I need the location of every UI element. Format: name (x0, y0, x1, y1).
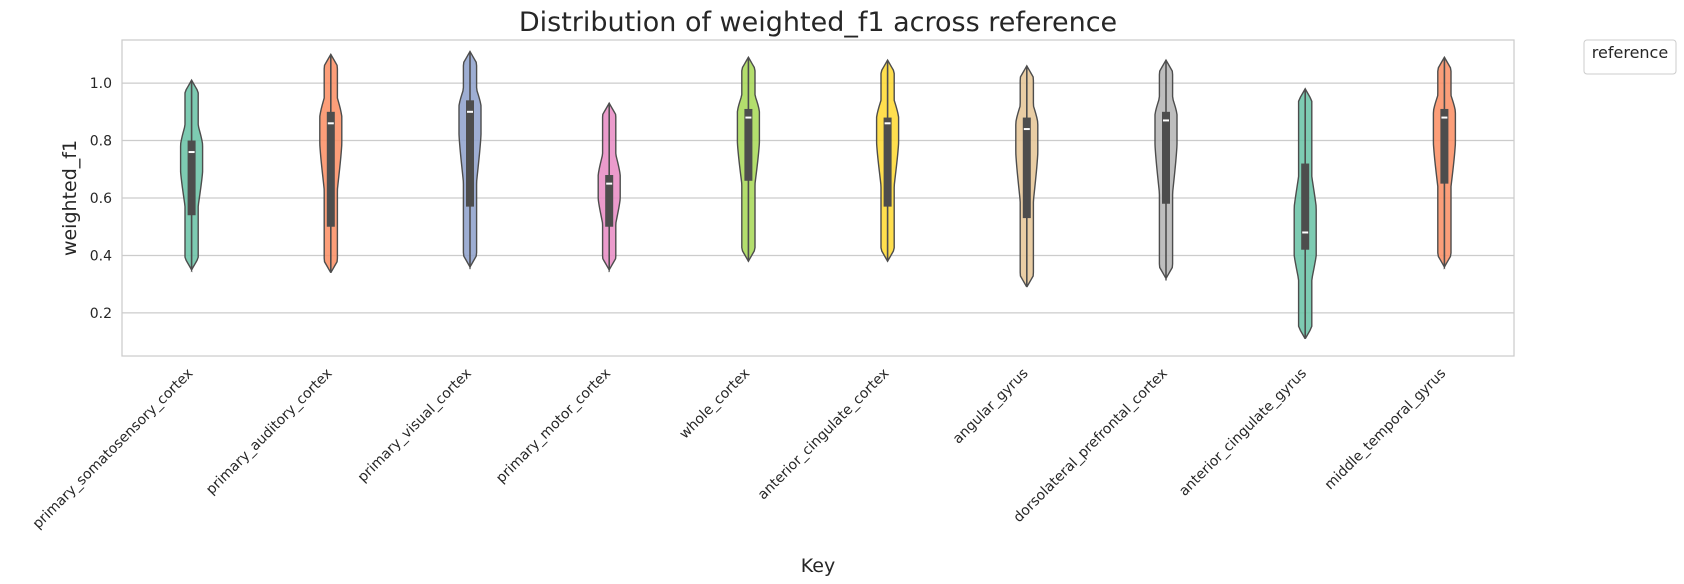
y-tick-label: 1.0 (90, 76, 112, 92)
violin-box (605, 175, 614, 227)
y-tick-labels: 0.2 0.4 0.6 0.8 1.0 (90, 76, 112, 322)
y-tick-label: 0.8 (90, 134, 112, 150)
violin-box (466, 100, 474, 207)
violin-box (1162, 111, 1170, 204)
violin (875, 58, 900, 263)
violin-box (1301, 163, 1310, 250)
legend-box (1583, 39, 1677, 75)
violin (319, 52, 343, 274)
violin-box (187, 140, 196, 216)
violin (179, 78, 204, 273)
y-tick-label: 0.4 (90, 248, 112, 264)
violin (1432, 55, 1457, 270)
violin (1015, 64, 1039, 288)
legend: reference (1583, 39, 1677, 75)
violin-box (326, 111, 335, 227)
violin (597, 101, 621, 273)
plot-area-frame (121, 39, 1515, 357)
y-tick-label: 0.6 (90, 191, 112, 207)
chart-title: Distribution of weighted_f1 across refer… (519, 7, 1117, 38)
y-tick-label: 0.2 (90, 306, 112, 322)
violin-box (883, 117, 892, 207)
legend-title: reference (1592, 43, 1668, 62)
violin-box (744, 108, 753, 181)
violin (736, 55, 761, 263)
violin (1293, 87, 1317, 340)
violin (1154, 58, 1178, 282)
violins (179, 50, 1457, 340)
violin-box (1440, 108, 1449, 184)
violin-box (1022, 117, 1031, 219)
violin (458, 50, 482, 270)
x-axis-label: Key (801, 555, 835, 577)
grid (122, 82, 1514, 314)
y-axis-label: weighted_f1 (59, 140, 81, 256)
